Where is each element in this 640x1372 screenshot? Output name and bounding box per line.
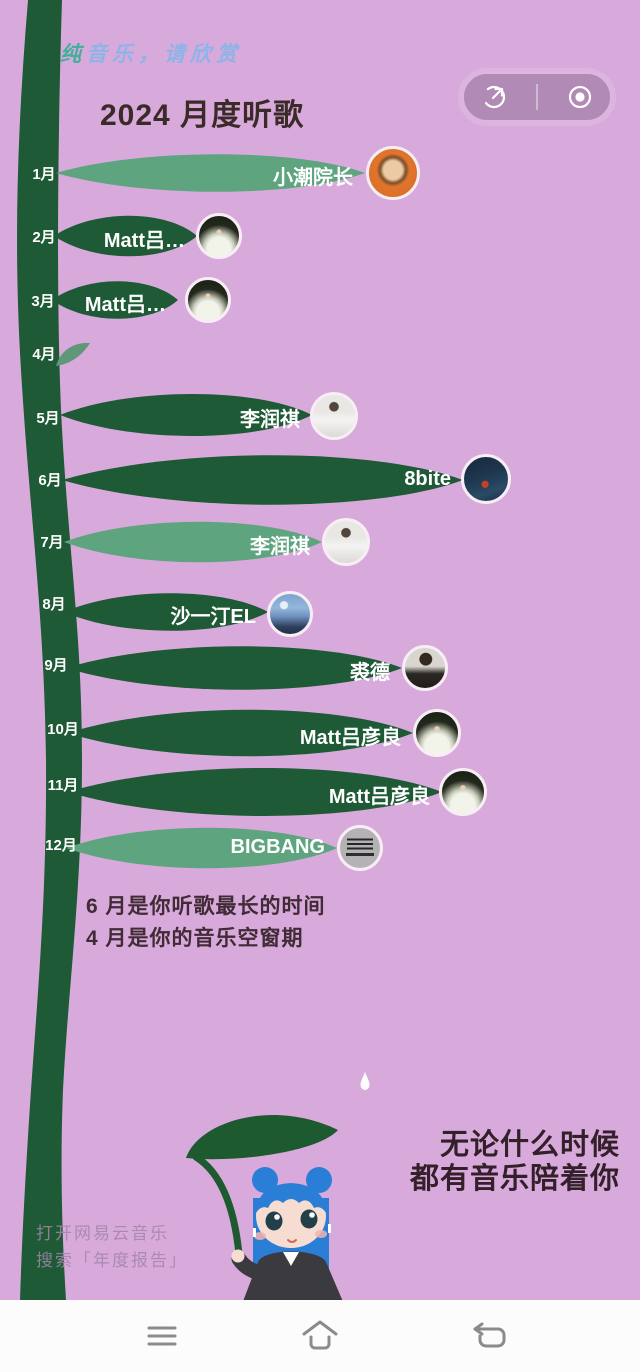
summary-line-2: 4 月是你的音乐空窗期 <box>86 927 304 950</box>
month-label-sep: 9月 <box>44 657 68 674</box>
avatar-jan <box>366 146 420 200</box>
artist-label-jul: 李润祺 <box>250 536 310 558</box>
pill-divider <box>535 84 538 110</box>
leaf-mar <box>52 281 178 319</box>
artist-label-may: 李润祺 <box>240 409 300 431</box>
month-label-jun: 6月 <box>38 472 62 489</box>
leaf-aug <box>64 593 268 631</box>
leaf-jul <box>64 521 322 563</box>
artist-label-dec: BIGBANG <box>230 836 325 858</box>
leaf-may <box>60 394 312 436</box>
avatar-may <box>310 392 358 440</box>
month-label-may: 5月 <box>36 410 60 427</box>
avatar-sep <box>402 645 448 691</box>
avatar-jun <box>461 454 511 504</box>
month-label-aug: 8月 <box>42 596 66 613</box>
header-handwriting: 纯音乐，请欣赏 <box>60 38 242 68</box>
leaf-jan <box>56 154 365 192</box>
promo-line-1: 打开网易云音乐 <box>36 1224 169 1243</box>
artist-label-feb: Matt吕… <box>103 230 185 252</box>
leaf-dec <box>66 827 337 869</box>
home-icon <box>302 1320 338 1350</box>
artist-label-mar: Matt吕… <box>84 294 166 316</box>
artist-label-jan: 小潮院长 <box>273 167 353 189</box>
month-label-mar: 3月 <box>31 293 55 310</box>
leaf-feb <box>54 215 197 257</box>
leaf-apr-stub <box>56 342 90 366</box>
umbrella-leaf <box>186 1115 338 1160</box>
nav-menu-button[interactable] <box>140 1316 184 1356</box>
artist-label-jun: 8bite <box>404 468 451 490</box>
leaf-sep <box>66 646 402 690</box>
avatar-jul <box>322 518 370 566</box>
share-button[interactable] <box>477 80 511 114</box>
slogan-line-2: 都有音乐陪着你 <box>409 1163 620 1195</box>
listening-tree-illustration <box>17 0 463 1300</box>
header-action-pill <box>462 72 612 122</box>
month-label-nov: 11月 <box>47 777 79 794</box>
page-title: 2024 月度听歌 <box>100 99 305 132</box>
artist-label-nov: Matt吕彦良 <box>328 786 430 808</box>
promo-line-2: 搜索「年度报告」 <box>36 1251 188 1270</box>
vine-trunk <box>17 0 82 1300</box>
leaf-oct <box>68 709 413 757</box>
leaf-nov <box>68 768 442 816</box>
mascot-girl <box>186 1115 343 1300</box>
avatar-dec <box>337 825 383 871</box>
avatar-aug <box>267 591 313 637</box>
handwriting-rest: 音乐，请欣赏 <box>86 43 242 66</box>
nav-back-button[interactable] <box>468 1316 512 1356</box>
avatar-feb <box>196 213 242 259</box>
back-return-icon <box>473 1322 506 1348</box>
raindrop <box>360 1072 370 1090</box>
month-label-oct: 10月 <box>47 721 79 738</box>
promo-text: 打开网易云音乐 搜索「年度报告」 <box>36 1220 188 1274</box>
listening-summary: 6 月是你听歌最长的时间 4 月是你的音乐空窗期 <box>86 891 326 955</box>
slogan-line-1: 无论什么时候 <box>439 1129 620 1161</box>
month-label-apr: 4月 <box>32 346 56 363</box>
android-nav-bar <box>0 1300 640 1372</box>
umbrella-stem <box>192 1153 243 1258</box>
nav-home-button[interactable] <box>298 1316 342 1356</box>
artist-label-oct: Matt吕彦良 <box>299 727 401 749</box>
month-label-feb: 2月 <box>32 229 56 246</box>
leaf-jun <box>62 455 463 505</box>
artist-label-aug: 沙一汀EL <box>170 606 256 628</box>
month-label-jan: 1月 <box>32 166 56 183</box>
month-label-jul: 7月 <box>40 534 64 551</box>
summary-line-1: 6 月是你听歌最长的时间 <box>86 895 326 918</box>
record-button[interactable] <box>563 80 597 114</box>
avatar-nov <box>439 768 487 816</box>
hamburger-menu-icon <box>147 1326 177 1346</box>
artist-label-sep: 裘德 <box>350 662 390 684</box>
share-arrow-icon <box>482 85 505 109</box>
avatar-oct <box>413 709 461 757</box>
avatar-mar <box>185 277 231 323</box>
footer-slogan: 无论什么时候 都有音乐陪着你 <box>410 1128 620 1196</box>
handwriting-first-char: 纯 <box>60 43 86 66</box>
record-disc-icon <box>569 85 592 109</box>
month-label-dec: 12月 <box>45 837 77 854</box>
